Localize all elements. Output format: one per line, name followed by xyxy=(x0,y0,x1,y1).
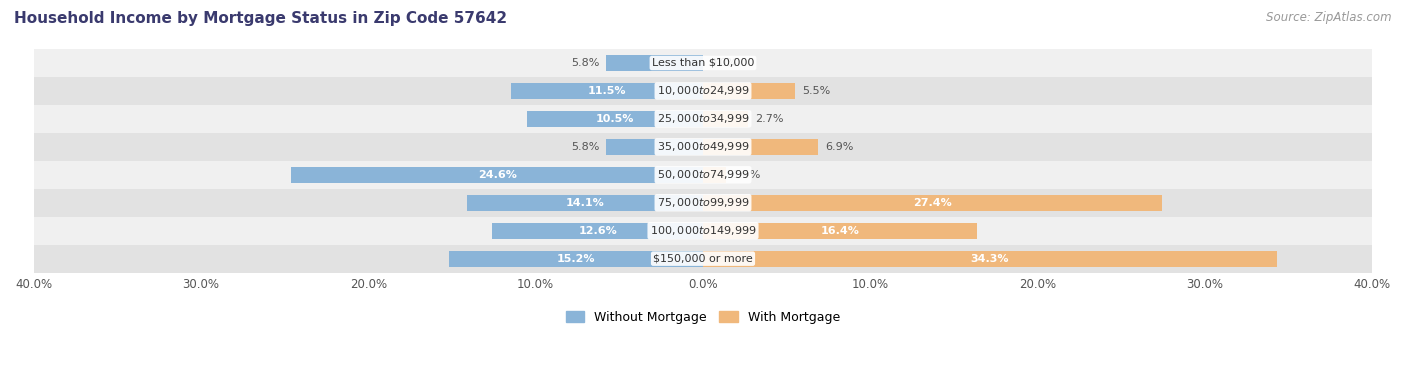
Bar xyxy=(34,105,1372,133)
Text: Household Income by Mortgage Status in Zip Code 57642: Household Income by Mortgage Status in Z… xyxy=(14,11,508,26)
Bar xyxy=(34,189,1372,217)
Text: $10,000 to $24,999: $10,000 to $24,999 xyxy=(657,84,749,98)
Bar xyxy=(703,167,727,183)
Bar xyxy=(703,251,1277,267)
Text: 27.4%: 27.4% xyxy=(912,198,952,208)
Text: $35,000 to $49,999: $35,000 to $49,999 xyxy=(657,140,749,153)
Text: 5.8%: 5.8% xyxy=(571,58,599,68)
Bar xyxy=(606,55,703,71)
Bar xyxy=(703,195,1161,211)
Text: $150,000 or more: $150,000 or more xyxy=(654,254,752,264)
Bar xyxy=(703,83,794,99)
Bar xyxy=(492,223,703,239)
Bar xyxy=(34,133,1372,161)
Bar xyxy=(34,245,1372,273)
Bar xyxy=(34,49,1372,77)
Text: 1.4%: 1.4% xyxy=(733,170,762,180)
Text: 15.2%: 15.2% xyxy=(557,254,595,264)
Text: 0.0%: 0.0% xyxy=(710,58,738,68)
Bar xyxy=(34,161,1372,189)
Legend: Without Mortgage, With Mortgage: Without Mortgage, With Mortgage xyxy=(561,306,845,329)
Text: $50,000 to $74,999: $50,000 to $74,999 xyxy=(657,168,749,181)
Text: 2.7%: 2.7% xyxy=(755,114,783,124)
Text: 10.5%: 10.5% xyxy=(596,114,634,124)
Text: 16.4%: 16.4% xyxy=(821,226,859,236)
Text: $75,000 to $99,999: $75,000 to $99,999 xyxy=(657,196,749,209)
Bar xyxy=(34,77,1372,105)
Text: 34.3%: 34.3% xyxy=(970,254,1010,264)
Bar xyxy=(527,111,703,127)
Bar xyxy=(467,195,703,211)
Bar xyxy=(449,251,703,267)
Text: 11.5%: 11.5% xyxy=(588,86,626,96)
Text: 14.1%: 14.1% xyxy=(565,198,605,208)
Bar xyxy=(606,139,703,155)
Text: 24.6%: 24.6% xyxy=(478,170,516,180)
Bar xyxy=(703,223,977,239)
Text: Less than $10,000: Less than $10,000 xyxy=(652,58,754,68)
Bar xyxy=(291,167,703,183)
Bar xyxy=(34,217,1372,245)
Text: 5.5%: 5.5% xyxy=(801,86,830,96)
Text: 6.9%: 6.9% xyxy=(825,142,853,152)
Text: Source: ZipAtlas.com: Source: ZipAtlas.com xyxy=(1267,11,1392,24)
Text: $25,000 to $34,999: $25,000 to $34,999 xyxy=(657,112,749,125)
Text: 5.8%: 5.8% xyxy=(571,142,599,152)
Bar xyxy=(510,83,703,99)
Bar xyxy=(703,139,818,155)
Bar xyxy=(703,111,748,127)
Text: $100,000 to $149,999: $100,000 to $149,999 xyxy=(650,224,756,237)
Text: 12.6%: 12.6% xyxy=(578,226,617,236)
